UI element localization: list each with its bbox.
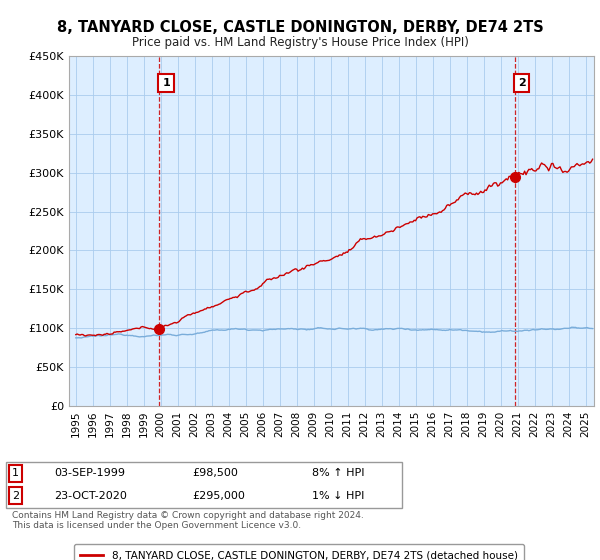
Text: 1: 1 — [162, 78, 170, 88]
Text: 8% ↑ HPI: 8% ↑ HPI — [312, 468, 365, 478]
Text: 23-OCT-2020: 23-OCT-2020 — [54, 491, 127, 501]
Text: 8, TANYARD CLOSE, CASTLE DONINGTON, DERBY, DE74 2TS: 8, TANYARD CLOSE, CASTLE DONINGTON, DERB… — [56, 20, 544, 35]
Text: 03-SEP-1999: 03-SEP-1999 — [54, 468, 125, 478]
Text: £98,500: £98,500 — [192, 468, 238, 478]
Text: 1: 1 — [12, 468, 19, 478]
Text: Price paid vs. HM Land Registry's House Price Index (HPI): Price paid vs. HM Land Registry's House … — [131, 36, 469, 49]
Text: This data is licensed under the Open Government Licence v3.0.: This data is licensed under the Open Gov… — [12, 521, 301, 530]
Text: Contains HM Land Registry data © Crown copyright and database right 2024.: Contains HM Land Registry data © Crown c… — [12, 511, 364, 520]
Text: 2: 2 — [12, 491, 19, 501]
Text: 2: 2 — [518, 78, 526, 88]
Text: 1% ↓ HPI: 1% ↓ HPI — [312, 491, 364, 501]
Text: £295,000: £295,000 — [192, 491, 245, 501]
Legend: 8, TANYARD CLOSE, CASTLE DONINGTON, DERBY, DE74 2TS (detached house), HPI: Avera: 8, TANYARD CLOSE, CASTLE DONINGTON, DERB… — [74, 544, 524, 560]
